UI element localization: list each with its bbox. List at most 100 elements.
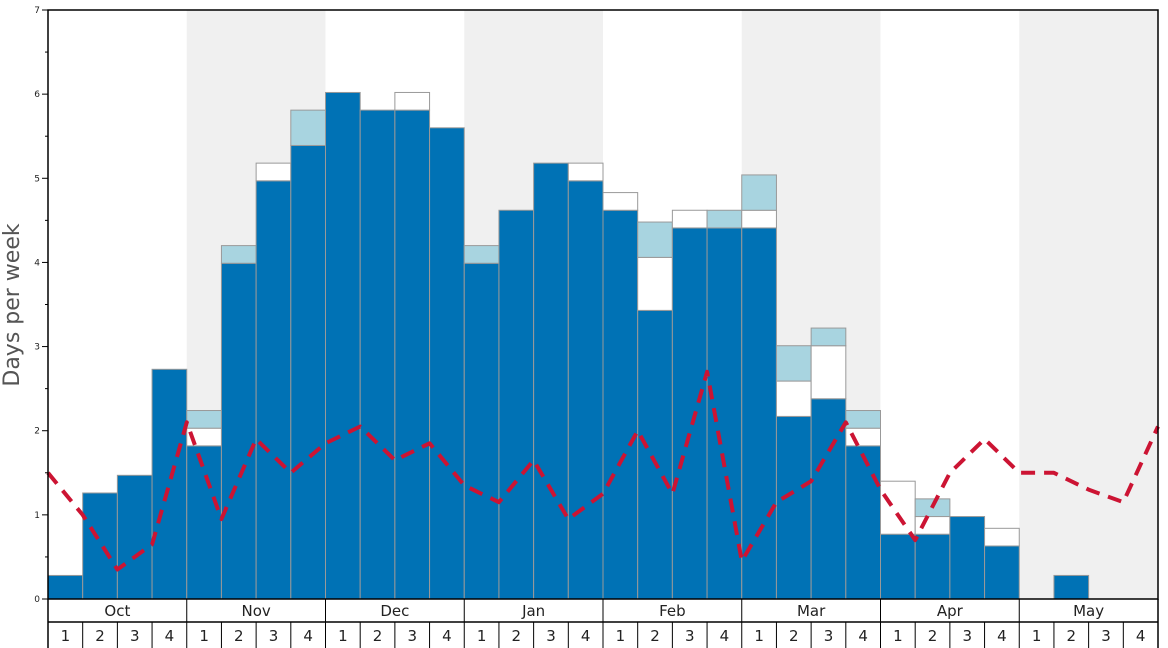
week-label-feb-4: 4 — [720, 627, 730, 645]
bar-week-23-series-3 — [810, 327, 847, 347]
bar-week-23-series-2 — [810, 345, 847, 400]
bar-week-24-series-1 — [845, 445, 881, 600]
week-label-apr-2: 2 — [928, 627, 938, 645]
bar-week-3-series-1 — [116, 474, 153, 600]
week-label-dec-4: 4 — [442, 627, 452, 645]
week-label-may-4: 4 — [1136, 627, 1146, 645]
bar-week-19-series-1 — [671, 227, 708, 600]
bar-week-12-series-1 — [429, 127, 465, 600]
week-label-apr-1: 1 — [893, 627, 903, 645]
bar-week-11-series-2 — [394, 91, 431, 111]
month-label-nov: Nov — [241, 602, 270, 620]
week-label-jan-3: 3 — [546, 627, 556, 645]
y-tick-label-4: 4 — [34, 258, 40, 268]
y-tick-label-6: 6 — [34, 90, 40, 100]
month-label-feb: Feb — [659, 602, 686, 620]
week-label-mar-2: 2 — [789, 627, 799, 645]
bar-week-7-series-2 — [255, 162, 292, 182]
week-label-mar-1: 1 — [754, 627, 764, 645]
bar-week-5-series-1 — [186, 445, 222, 600]
bar-week-22-series-1 — [775, 415, 812, 600]
bar-week-14-series-1 — [498, 209, 535, 600]
bar-week-21-series-1 — [741, 227, 777, 600]
month-label-jan: Jan — [521, 602, 545, 620]
bar-week-20-series-3 — [706, 209, 743, 229]
week-label-oct-1: 1 — [61, 627, 71, 645]
x-axis: Oct 1 2 3 4 Nov 1 2 3 4 Dec 1 2 3 4 Jan 1 2 3 4 Feb 1 2 3 4 Mar 1 2… — [47, 599, 1159, 648]
bar-week-4-series-1 — [151, 368, 188, 600]
week-label-mar-3: 3 — [824, 627, 834, 645]
month-label-oct: Oct — [104, 602, 130, 620]
bars-group — [47, 91, 1090, 600]
bar-week-2-series-1 — [82, 492, 118, 600]
bar-week-27-series-1 — [949, 516, 986, 600]
bar-week-17-series-1 — [602, 209, 639, 600]
week-label-dec-2: 2 — [373, 627, 383, 645]
week-label-dec-1: 1 — [338, 627, 348, 645]
week-label-nov-4: 4 — [303, 627, 313, 645]
week-label-oct-3: 3 — [130, 627, 140, 645]
y-tick-label-5: 5 — [34, 174, 40, 184]
week-label-apr-3: 3 — [962, 627, 972, 645]
bar-week-7-series-1 — [255, 180, 292, 600]
bar-week-24-series-3 — [845, 410, 881, 429]
y-tick-label-3: 3 — [34, 343, 40, 353]
bar-week-22-series-2 — [775, 380, 812, 417]
bar-week-13-series-3 — [463, 245, 500, 264]
month-label-mar: Mar — [797, 602, 826, 620]
bar-week-18-series-3 — [637, 221, 673, 258]
month-band-may — [1019, 10, 1158, 599]
week-label-dec-3: 3 — [407, 627, 417, 645]
y-tick-label-1: 1 — [34, 511, 40, 521]
week-label-feb-1: 1 — [616, 627, 626, 645]
bar-week-6-series-3 — [220, 245, 257, 264]
week-label-oct-4: 4 — [165, 627, 175, 645]
average-line — [46, 369, 1160, 572]
month-label-apr: Apr — [937, 602, 964, 620]
y-tick-label-0: 0 — [34, 595, 40, 605]
bar-week-19-series-2 — [671, 209, 708, 229]
bar-week-28-series-1 — [984, 545, 1020, 600]
week-label-nov-3: 3 — [269, 627, 279, 645]
bar-week-17-series-2 — [602, 192, 639, 211]
week-label-mar-4: 4 — [858, 627, 868, 645]
y-tick-label-7: 7 — [34, 6, 40, 16]
week-label-may-2: 2 — [1067, 627, 1077, 645]
bar-week-13-series-1 — [463, 262, 500, 600]
bar-week-30-series-1 — [1053, 574, 1090, 600]
week-label-feb-3: 3 — [685, 627, 695, 645]
y-axis: 0 1 2 3 4 5 6 7 — [34, 6, 48, 605]
bar-week-11-series-1 — [394, 109, 431, 600]
bar-week-18-series-2 — [637, 256, 673, 311]
week-label-may-3: 3 — [1101, 627, 1111, 645]
bar-week-5-series-3 — [186, 410, 222, 429]
y-axis-label: Days per week — [0, 223, 25, 386]
bar-week-1-series-1 — [47, 574, 84, 600]
week-label-nov-2: 2 — [234, 627, 244, 645]
bar-week-25-series-1 — [880, 533, 916, 600]
bar-week-22-series-3 — [775, 345, 812, 382]
bar-week-9-series-1 — [325, 91, 361, 600]
week-label-nov-1: 1 — [199, 627, 209, 645]
bar-week-21-series-3 — [741, 174, 777, 211]
bar-week-20-series-1 — [706, 227, 743, 600]
week-label-may-1: 1 — [1032, 627, 1042, 645]
bar-week-26-series-2 — [914, 516, 951, 535]
bar-week-21-series-2 — [741, 209, 777, 229]
bar-week-6-series-1 — [220, 262, 257, 600]
bar-week-16-series-1 — [567, 180, 604, 600]
bar-week-24-series-2 — [845, 427, 881, 447]
bar-week-16-series-2 — [567, 162, 604, 182]
bar-week-25-series-2 — [880, 480, 916, 535]
bar-week-10-series-1 — [359, 109, 396, 600]
bar-week-15-series-1 — [533, 162, 569, 600]
average-line-group — [46, 369, 1160, 572]
week-label-apr-4: 4 — [997, 627, 1007, 645]
month-label-may: May — [1073, 602, 1104, 620]
month-label-dec: Dec — [380, 602, 409, 620]
week-label-oct-2: 2 — [95, 627, 105, 645]
bar-week-18-series-1 — [637, 309, 673, 600]
week-label-jan-2: 2 — [512, 627, 522, 645]
bar-week-8-series-3 — [290, 109, 326, 146]
week-label-feb-2: 2 — [650, 627, 660, 645]
